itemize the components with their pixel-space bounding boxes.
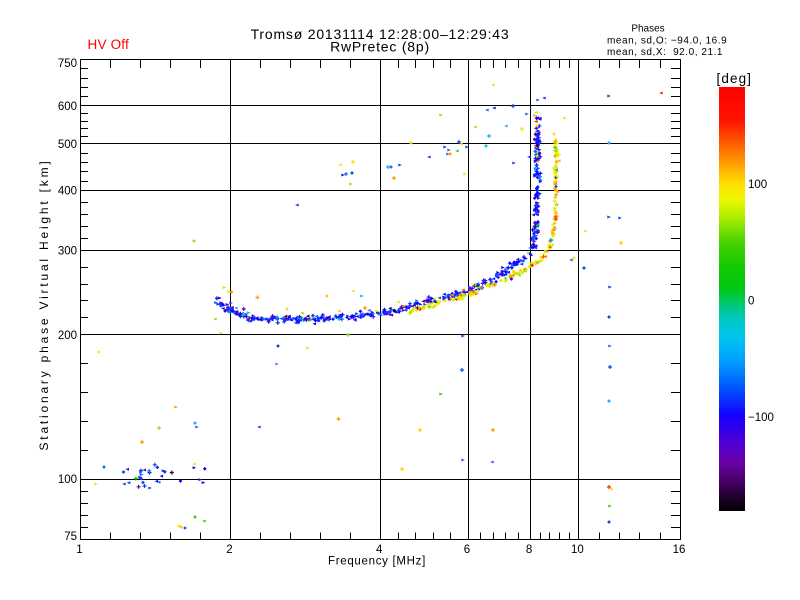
- svg-text:75: 75: [64, 531, 77, 543]
- svg-text:750: 750: [58, 58, 77, 70]
- svg-text:300: 300: [58, 245, 77, 257]
- svg-text:HV Off: HV Off: [88, 37, 130, 52]
- svg-text:Frequency [MHz]: Frequency [MHz]: [328, 556, 426, 568]
- svg-text:8: 8: [526, 544, 532, 556]
- svg-text:100: 100: [58, 474, 77, 486]
- svg-text:2: 2: [226, 544, 232, 556]
- svg-text:0: 0: [748, 296, 754, 308]
- svg-text:[deg]: [deg]: [717, 71, 753, 86]
- svg-text:500: 500: [58, 139, 77, 151]
- svg-text:mean, sd,X: 92.0, 21.1: mean, sd,X: 92.0, 21.1: [607, 47, 723, 58]
- svg-text:10: 10: [571, 544, 584, 556]
- svg-text:Tromsø 20131114 12:28:00–12:29: Tromsø 20131114 12:28:00–12:29:43: [251, 26, 510, 42]
- svg-text:16: 16: [673, 544, 686, 556]
- svg-text:200: 200: [58, 330, 77, 342]
- svg-text:Phases: Phases: [631, 24, 664, 35]
- svg-text:6: 6: [464, 544, 470, 556]
- svg-text:1: 1: [76, 544, 82, 556]
- svg-text:Stationary phase Virtual Heigh: Stationary phase Virtual Height [km]: [37, 158, 51, 450]
- svg-text:400: 400: [58, 186, 77, 198]
- svg-text:mean, sd,O: −94.0, 16.9: mean, sd,O: −94.0, 16.9: [607, 36, 727, 47]
- svg-text:4: 4: [376, 544, 383, 556]
- svg-text:−100: −100: [748, 412, 774, 424]
- svg-text:100: 100: [748, 179, 767, 191]
- svg-text:RwPretec (8p): RwPretec (8p): [330, 39, 430, 55]
- svg-text:600: 600: [58, 101, 77, 113]
